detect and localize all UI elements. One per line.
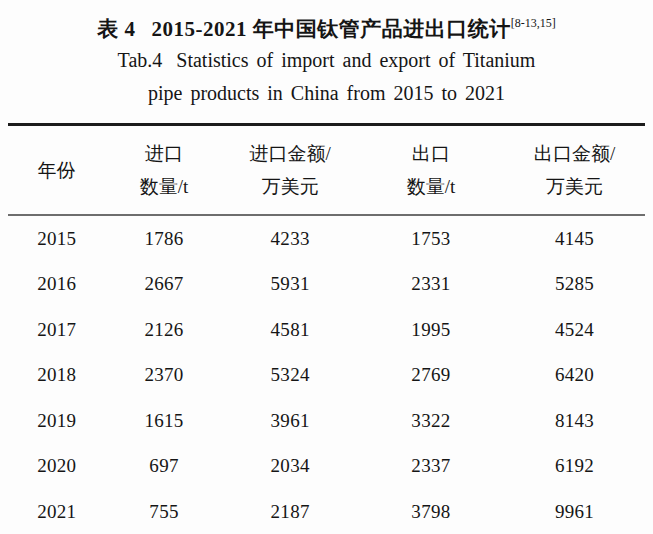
col-header-import-value: 进口金额/ 万美元 [223,126,358,214]
table-row-2019: 2019 1615 3961 3322 8143 [8,398,645,444]
table-header-row: 年份 进口 数量/t 进口金额/ 万美元 出口 数量/t 出口金额/ 万美元 [8,126,645,214]
cell-year: 2019 [8,410,105,432]
cell-import-value: 5324 [223,364,358,386]
caption-en-text: Statistics of import and export of Titan… [176,49,535,71]
cell-import-value: 2187 [223,501,358,523]
cell-year: 2016 [8,273,105,295]
cell-export-qty: 2331 [358,273,505,295]
cell-export-value: 9961 [504,501,645,523]
cell-export-value: 6192 [504,455,645,477]
cell-import-qty: 2370 [105,364,222,386]
col-header-export-value-line2: 万美元 [504,170,645,203]
cell-year: 2020 [8,455,105,477]
paper-table-page: 表 4 2015-2021 年中国钛管产品进出口统计[8-13,15] Tab.4… [0,0,653,534]
caption-en-text-line2: pipe products in China from 2015 to 2021 [148,82,505,104]
table-caption-en-line1: Tab.4 Statistics of import and export of … [0,44,653,77]
cell-export-value: 8143 [504,410,645,432]
caption-zh-text: 2015-2021 年中国钛管产品进出口统计 [152,17,511,41]
cell-import-value: 4233 [223,228,358,250]
col-header-import-value-line2: 万美元 [223,170,358,203]
caption-en-prefix: Tab.4 [118,49,163,71]
citation-superscript: [8-13,15] [511,16,556,30]
cell-import-qty: 697 [105,455,222,477]
cell-export-value: 5285 [504,273,645,295]
cell-year: 2021 [8,501,105,523]
cell-import-qty: 755 [105,501,222,523]
col-header-export-qty-line2: 数量/t [358,170,505,203]
col-header-import-value-line1: 进口金额/ [223,137,358,170]
col-header-export-qty-line1: 出口 [358,137,505,170]
cell-export-qty: 1753 [358,228,505,250]
col-header-import-qty-line2: 数量/t [105,170,222,203]
cell-import-qty: 1615 [105,410,222,432]
cell-import-qty: 1786 [105,228,222,250]
cell-import-value: 3961 [223,410,358,432]
col-header-export-value-line1: 出口金额/ [504,137,645,170]
cell-export-qty: 3798 [358,501,505,523]
col-header-year-label: 年份 [8,154,105,187]
cell-import-value: 4581 [223,319,358,341]
cell-import-qty: 2667 [105,273,222,295]
col-header-import-qty: 进口 数量/t [105,126,222,214]
caption-zh-prefix: 表 4 [97,17,135,41]
cell-export-value: 6420 [504,364,645,386]
cell-export-qty: 2769 [358,364,505,386]
table-row-2015: 2015 1786 4233 1753 4145 [8,216,645,262]
cell-import-value: 5931 [223,273,358,295]
table-row-2018: 2018 2370 5324 2769 6420 [8,353,645,399]
statistics-table: 年份 进口 数量/t 进口金额/ 万美元 出口 数量/t 出口金额/ 万美元 2 [8,123,645,534]
cell-export-qty: 1995 [358,319,505,341]
table-caption-en-line2: pipe products in China from 2015 to 2021 [0,77,653,110]
table-row-2020: 2020 697 2034 2337 6192 [8,444,645,490]
table-caption-zh: 表 4 2015-2021 年中国钛管产品进出口统计[8-13,15] [0,8,653,44]
table-row-2016: 2016 2667 5931 2331 5285 [8,262,645,308]
cell-year: 2018 [8,364,105,386]
cell-export-value: 4145 [504,228,645,250]
cell-import-value: 2034 [223,455,358,477]
cell-export-qty: 3322 [358,410,505,432]
cell-export-value: 4524 [504,319,645,341]
cell-year: 2015 [8,228,105,250]
cell-import-qty: 2126 [105,319,222,341]
col-header-export-qty: 出口 数量/t [358,126,505,214]
cell-year: 2017 [8,319,105,341]
col-header-year: 年份 [8,126,105,214]
table-body: 2015 1786 4233 1753 4145 2016 2667 5931 … [8,216,645,534]
cell-export-qty: 2337 [358,455,505,477]
col-header-import-qty-line1: 进口 [105,137,222,170]
table-row-2021: 2021 755 2187 3798 9961 [8,489,645,534]
col-header-export-value: 出口金额/ 万美元 [504,126,645,214]
table-row-2017: 2017 2126 4581 1995 4524 [8,307,645,353]
